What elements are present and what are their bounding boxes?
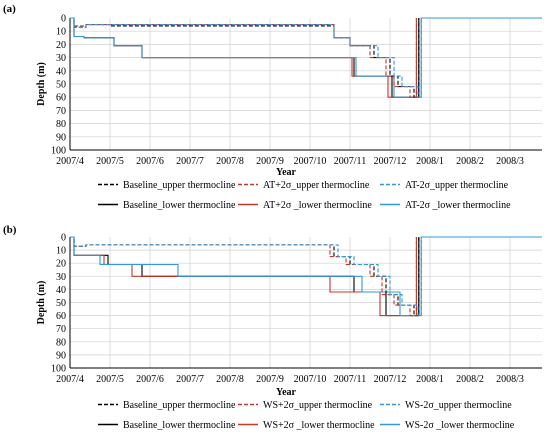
legend-entry: Baseline_lower thermocline [123, 420, 236, 431]
legend-entry: AT+2σ_upper thermocline [263, 180, 370, 191]
x-tick-label: 2008/3 [496, 156, 524, 167]
legend: Baseline_upper thermocline AT+2σ_upper th… [98, 180, 511, 211]
panel-label: (b) [3, 224, 17, 236]
x-tick-label: 2008/2 [456, 156, 484, 167]
x-tick-label: 2008/2 [456, 374, 484, 385]
x-tick-label: 2007/11 [334, 156, 366, 167]
legend-entry: AT-2σ _lower thermocline [405, 200, 511, 211]
y-tick-label: 40 [56, 285, 66, 296]
y-tick-label: 90 [56, 350, 66, 361]
y-tick-label: 100 [51, 146, 66, 157]
x-tick-label: 2007/5 [96, 156, 124, 167]
y-tick-label: 30 [56, 53, 66, 64]
y-tick-label: 100 [51, 364, 66, 375]
y-axis-label: Depth (m) [36, 281, 47, 325]
x-tick-label: 2008/3 [496, 374, 524, 385]
y-tick-label: 90 [56, 132, 66, 143]
gridlines [70, 18, 542, 151]
y-tick-label: 50 [56, 298, 66, 309]
y-tick-label: 20 [56, 259, 66, 270]
y-tick-label: 60 [56, 93, 66, 104]
y-tick-label: 10 [56, 27, 66, 38]
legend: Baseline_upper thermocline WS+2σ_upper th… [98, 400, 515, 431]
x-tick-label: 2007/12 [374, 374, 407, 385]
y-tick-label: 10 [56, 246, 66, 257]
x-tick-label: 2007/10 [294, 156, 327, 167]
y-tick-label: 40 [56, 66, 66, 77]
y-tick-label: 0 [61, 233, 66, 244]
x-tick-label: 2007/10 [294, 374, 327, 385]
series-line-2 [70, 236, 422, 317]
legend-entry: AT-2σ_upper thermocline [405, 180, 509, 191]
x-tick-label: 2007/9 [256, 374, 284, 385]
legend-entry: Baseline_upper thermocline [123, 400, 236, 411]
y-tick-label: 80 [56, 119, 66, 130]
legend-entry: AT+2σ _lower thermocline [263, 200, 372, 211]
x-axis-label: Year [276, 387, 297, 398]
y-tick-label: 70 [56, 324, 66, 335]
legend-entry: Baseline_upper thermocline [123, 180, 236, 191]
x-tick-label: 2007/6 [136, 156, 164, 167]
x-tick-label: 2007/9 [256, 156, 284, 167]
legend-entry: WS-2σ _lower thermocline [405, 420, 515, 431]
x-tick-label: 2007/6 [136, 374, 164, 385]
x-tick-label: 2008/1 [416, 156, 444, 167]
y-tick-label: 20 [56, 40, 66, 51]
x-tick-label: 2007/5 [96, 374, 124, 385]
y-tick-label: 60 [56, 311, 66, 322]
gridlines [70, 237, 542, 369]
legend-entry: WS+2σ _lower thermocline [263, 420, 375, 431]
x-tick-label: 2007/8 [216, 156, 244, 167]
x-tick-label: 2007/4 [56, 374, 84, 385]
x-tick-label: 2008/1 [416, 374, 444, 385]
y-axis-label: Depth (m) [36, 62, 47, 106]
x-tick-label: 2007/7 [176, 156, 204, 167]
y-tick-label: 30 [56, 272, 66, 283]
x-tick-label: 2007/4 [56, 156, 84, 167]
legend-entry: WS+2σ_upper thermocline [263, 400, 373, 411]
x-tick-label: 2007/8 [216, 374, 244, 385]
series-line-2 [70, 17, 422, 98]
y-tick-label: 50 [56, 80, 66, 91]
y-tick-label: 70 [56, 106, 66, 117]
x-axis-label: Year [276, 167, 297, 178]
panel-label: (a) [3, 3, 16, 15]
legend-entry: WS-2σ_upper thermocline [405, 400, 512, 411]
y-tick-label: 80 [56, 337, 66, 348]
x-tick-label: 2007/12 [374, 156, 407, 167]
legend-entry: Baseline_lower thermocline [123, 200, 236, 211]
y-tick-label: 0 [61, 14, 66, 25]
x-tick-label: 2007/7 [176, 374, 204, 385]
series-line-5 [70, 17, 542, 98]
x-tick-label: 2007/11 [334, 374, 366, 385]
